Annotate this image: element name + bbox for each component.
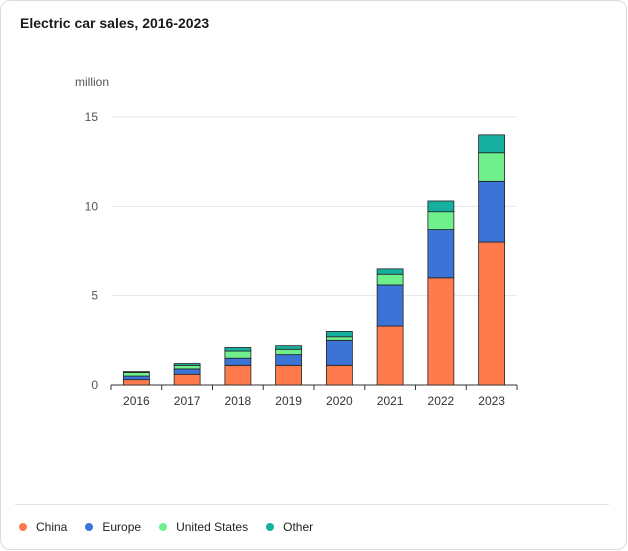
bar-2016-china [122,379,150,386]
x-tick-label-2017: 2017 [174,394,201,408]
bar-2021-china [376,325,404,386]
x-tick-label-2020: 2020 [326,394,353,408]
bar-2018-united-states [224,350,252,359]
bar-2018-europe [224,357,252,366]
bar-2017-china [173,373,201,386]
x-tick-label-2016: 2016 [123,394,150,408]
bar-2023-other [478,134,506,154]
legend-swatch-united-states [159,523,168,531]
chart-plot-area: 0 5 10 15 2016 2017 2018 2019 2020 2021 2022 2023 [85,110,518,408]
legend-swatch-europe [85,523,94,531]
bar-2022-other [427,200,455,213]
bar-2022-united-states [427,211,455,230]
legend-label-europe: Europe [102,520,142,534]
bar-2020-other [325,330,353,338]
bar-2017-other [173,363,201,366]
bar-2020-china [325,364,353,386]
bar-2020-europe [325,339,353,366]
bar-2018-china [224,364,252,386]
y-tick-label-0: 0 [91,378,98,392]
bar-2023-europe [478,180,506,243]
bar-2017-europe [173,368,201,375]
legend-swatch-other [266,523,275,531]
y-tick-label-5: 5 [91,289,98,303]
y-tick-label-10: 10 [85,199,99,213]
bar-2019-china [275,364,303,386]
legend-label-other: Other [283,520,314,534]
x-tick-label-2018: 2018 [225,394,252,408]
x-tick-label-2019: 2019 [275,394,302,408]
bar-2016-other [122,371,150,373]
bar-2021-other [376,268,404,275]
legend-item-europe[interactable]: Europe [85,520,141,534]
bar-2021-europe [376,284,404,327]
x-tick-label-2022: 2022 [428,394,455,408]
x-tick-label-2021: 2021 [377,394,404,408]
bar-2016-united-states [122,372,150,377]
x-tick-label-2023: 2023 [478,394,505,408]
bar-2021-united-states [376,273,404,286]
legend-label-united-states: United States [176,520,249,534]
legend-label-china: China [36,520,68,534]
legend-item-united-states[interactable]: United States [159,520,248,534]
legend-item-other[interactable]: Other [266,520,313,534]
bar-2020-united-states [325,336,353,341]
bar-2022-china [427,277,455,386]
bar-2022-europe [427,229,455,279]
legend-item-china[interactable]: China [19,520,67,534]
y-tick-label-15: 15 [85,110,99,124]
bar-2018-other [224,347,252,352]
bar-2019-europe [275,354,303,366]
bar-2023-united-states [478,152,506,182]
legend-swatch-china [19,523,27,531]
bar-2019-other [275,345,303,350]
y-axis-unit-label: million [75,75,110,89]
chart-legend: China Europe United States Other [19,520,331,534]
bar-2017-united-states [173,364,201,370]
legend-divider [15,504,609,505]
chart-title: Electric car sales, 2016-2023 [20,15,210,31]
bar-2023-china [478,241,506,386]
bar-2016-europe [122,375,150,381]
bar-2019-united-states [275,348,303,356]
